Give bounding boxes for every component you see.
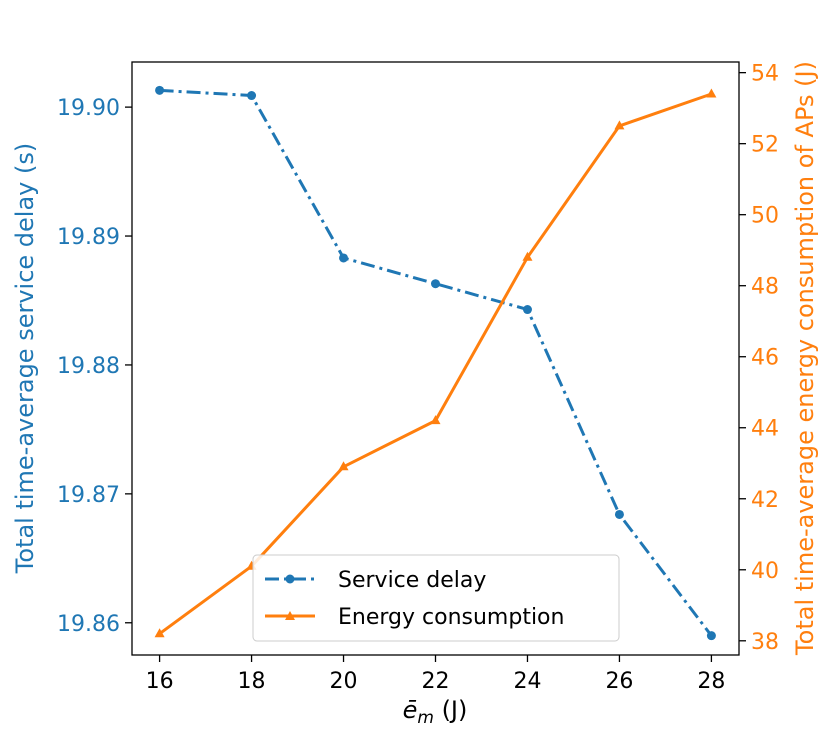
data-point-service-delay (247, 91, 257, 101)
x-axis-title: ēm (J) (403, 696, 468, 728)
left-axis-ticks: 19.86 19.87 19.88 19.89 19.90 (57, 96, 132, 637)
legend-marker-energy-consumption (285, 611, 295, 620)
data-point-service-delay (339, 253, 349, 263)
right-tick-label: 48 (751, 275, 779, 300)
data-point-service-delay (522, 305, 532, 315)
x-tick-label: 18 (238, 669, 266, 694)
legend-box (252, 554, 620, 642)
series-layer (154, 85, 717, 641)
x-axis-title-main: ē (403, 696, 418, 724)
right-tick-label: 50 (751, 204, 779, 229)
right-axis-title: Total time-average energy consumption of… (791, 61, 819, 656)
data-point-energy-consumption (706, 88, 717, 98)
legend: Service delay Energy consumption (252, 554, 620, 642)
left-axis-title: Total time-average service delay (s) (11, 143, 39, 574)
x-axis-ticks: 16 18 20 22 24 26 28 (146, 655, 725, 694)
data-point-service-delay (706, 631, 716, 641)
x-tick-label: 22 (422, 669, 450, 694)
right-tick-label: 44 (751, 417, 779, 442)
data-point-energy-consumption (338, 461, 349, 471)
x-tick-label: 24 (513, 669, 541, 694)
right-tick-label: 40 (751, 559, 779, 584)
right-tick-label: 54 (751, 62, 779, 87)
data-point-service-delay (155, 85, 165, 95)
legend-label-service-delay: Service delay (338, 568, 486, 593)
x-tick-label: 20 (330, 669, 358, 694)
left-tick-label: 19.88 (57, 354, 120, 379)
x-axis-title-unit: (J) (434, 696, 467, 724)
x-tick-label: 28 (697, 669, 725, 694)
left-tick-label: 19.90 (57, 96, 120, 121)
x-axis-title-subscript: m (417, 708, 434, 728)
right-axis-ticks: 38 40 42 44 46 48 50 52 54 (739, 62, 779, 655)
legend-marker-service-delay (285, 574, 295, 584)
right-tick-label: 42 (751, 488, 779, 513)
x-tick-label: 26 (605, 669, 633, 694)
data-point-energy-consumption (522, 251, 533, 261)
right-tick-label: 52 (751, 133, 779, 158)
right-tick-label: 46 (751, 346, 779, 371)
data-point-service-delay (431, 279, 440, 289)
left-tick-label: 19.87 (57, 483, 120, 508)
data-point-service-delay (614, 509, 624, 519)
data-point-energy-consumption (430, 415, 441, 425)
left-tick-label: 19.89 (57, 225, 120, 250)
right-tick-label: 38 (751, 630, 779, 655)
x-tick-label: 16 (146, 669, 174, 694)
data-point-energy-consumption (614, 120, 625, 130)
legend-label-energy-consumption: Energy consumption (338, 605, 564, 630)
data-point-energy-consumption (154, 628, 165, 638)
left-tick-label: 19.86 (57, 612, 120, 637)
